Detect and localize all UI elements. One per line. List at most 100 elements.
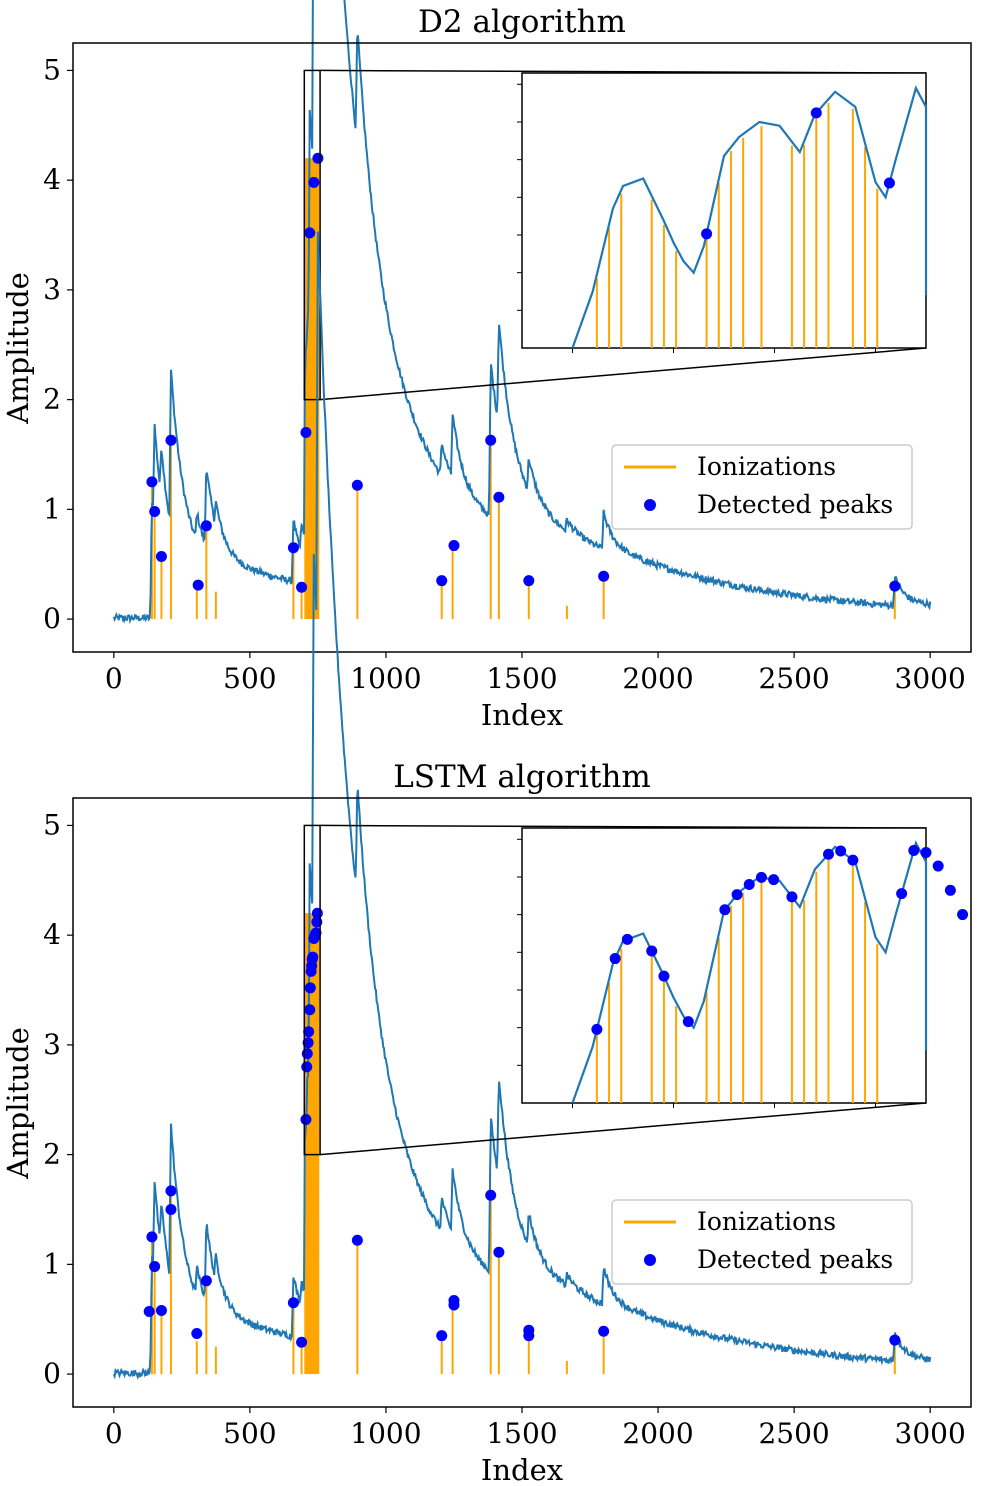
chart-title: D2 algorithm: [418, 4, 626, 40]
detected-peak: [200, 1275, 212, 1287]
inset-signal-line: [571, 85, 928, 349]
legend: Ionizations Detected peaks: [611, 1199, 913, 1285]
y-tick-label: 2: [43, 383, 61, 416]
detected-peak: [304, 982, 316, 994]
x-tick-label: 3000: [895, 662, 966, 695]
inset-detected-peak: [658, 970, 670, 982]
detected-peak: [191, 1327, 203, 1339]
y-tick-label: 1: [43, 492, 61, 525]
ticks: 0 500 1000 1500 2000 2500 3000 0 1 2 3 4 5: [43, 808, 966, 1450]
inset-detected-peak: [621, 933, 633, 945]
y-tick-label: 0: [43, 1357, 61, 1390]
detected-peak: [296, 1336, 308, 1348]
x-tick-label: 1000: [350, 662, 421, 695]
inset-detected-peak: [701, 228, 713, 240]
detected-peak: [308, 176, 320, 188]
detected-peak: [155, 1304, 167, 1316]
y-tick-label: 3: [43, 1028, 61, 1061]
zoom-source-box: [303, 69, 321, 401]
inset-detected-peak: [609, 953, 621, 965]
inset-detected-peak: [883, 177, 895, 189]
detected-peak: [304, 1004, 316, 1016]
detected-peak: [448, 1299, 460, 1311]
inset-detected-peak: [682, 1016, 694, 1028]
detected-peak: [287, 542, 299, 554]
detected-peak: [889, 580, 901, 592]
inset-detected-peak: [847, 854, 859, 866]
y-tick-label: 0: [43, 602, 61, 635]
detected-peak: [310, 927, 322, 939]
x-tick-label: 0: [105, 1417, 123, 1450]
zoom-source-box: [303, 824, 321, 1156]
x-tick-label: 500: [223, 662, 276, 695]
detected-peak: [301, 1048, 313, 1060]
x-tick-label: 1500: [486, 662, 557, 695]
detected-peak: [143, 1306, 155, 1318]
legend-box: [611, 1199, 913, 1285]
detected-peaks: [143, 907, 901, 1348]
detected-peak: [523, 1330, 535, 1342]
y-tick-label: 4: [43, 918, 61, 951]
detected-peak: [523, 575, 535, 587]
detected-peak: [493, 1246, 505, 1258]
inset-detected-peak: [768, 874, 780, 886]
detected-peak: [304, 227, 316, 239]
detected-peak: [303, 1026, 315, 1038]
detected-peak: [351, 1234, 363, 1246]
detected-peak: [192, 579, 204, 591]
zoom-inset: [303, 69, 928, 401]
ticks: 0 500 1000 1500 2000 2500 3000 0 1 2 3 4 5: [43, 53, 966, 695]
y-tick-label: 1: [43, 1247, 61, 1280]
y-axis-label: Amplitude: [1, 272, 35, 425]
inset-detected-peak: [957, 909, 969, 921]
y-tick-label: 2: [43, 1138, 61, 1171]
detected-peak: [436, 1330, 448, 1342]
zoom-inset: [303, 824, 969, 1156]
inset-detected-peak: [743, 879, 755, 891]
y-tick-label: 5: [43, 53, 61, 86]
inset-detected-peak: [591, 1023, 603, 1035]
x-axis-label: Index: [481, 1453, 563, 1486]
signal-line: [112, 231, 932, 1381]
legend-peaks-swatch: [644, 499, 656, 511]
x-tick-label: 0: [105, 662, 123, 695]
inset-detected-peak: [719, 904, 731, 916]
x-axis-label: Index: [481, 698, 563, 732]
inset-detected-peak: [646, 945, 658, 957]
signal-line: [112, 0, 932, 625]
inset-detected-peak: [896, 888, 908, 900]
detected-peak: [146, 476, 158, 488]
legend-ionizations-label: Ionizations: [697, 1207, 836, 1236]
inset-detected-peak: [731, 889, 743, 901]
zoom-connector: [320, 347, 927, 401]
detected-peak: [165, 1185, 177, 1197]
detected-peak: [312, 152, 324, 164]
zoom-connector: [320, 1102, 927, 1156]
detected-peak: [155, 551, 167, 563]
inset-detected-peak: [822, 848, 834, 860]
legend-ionizations-label: Ionizations: [697, 452, 836, 481]
legend-box: [611, 444, 913, 530]
x-tick-label: 2500: [758, 1417, 829, 1450]
detected-peak: [165, 434, 177, 446]
ionization-lines: [150, 913, 896, 1375]
x-tick-label: 500: [223, 1417, 276, 1450]
detected-peak: [200, 520, 212, 532]
x-tick-label: 2500: [758, 662, 829, 695]
detected-peak: [165, 1203, 177, 1215]
detected-peak: [436, 575, 448, 587]
detected-peak: [300, 427, 312, 439]
inset-detected-peak: [755, 871, 767, 883]
legend-peaks-label: Detected peaks: [697, 1245, 893, 1274]
detected-peak: [598, 1325, 610, 1337]
x-tick-label: 3000: [895, 1417, 966, 1450]
ionization-lines: [150, 158, 896, 620]
legend-peaks-swatch: [644, 1254, 656, 1266]
detected-peak: [448, 540, 460, 552]
detected-peak: [301, 1061, 313, 1073]
y-axis-label: Amplitude: [1, 1027, 35, 1180]
detected-peak: [146, 1231, 158, 1243]
legend-peaks-label: Detected peaks: [697, 490, 893, 519]
